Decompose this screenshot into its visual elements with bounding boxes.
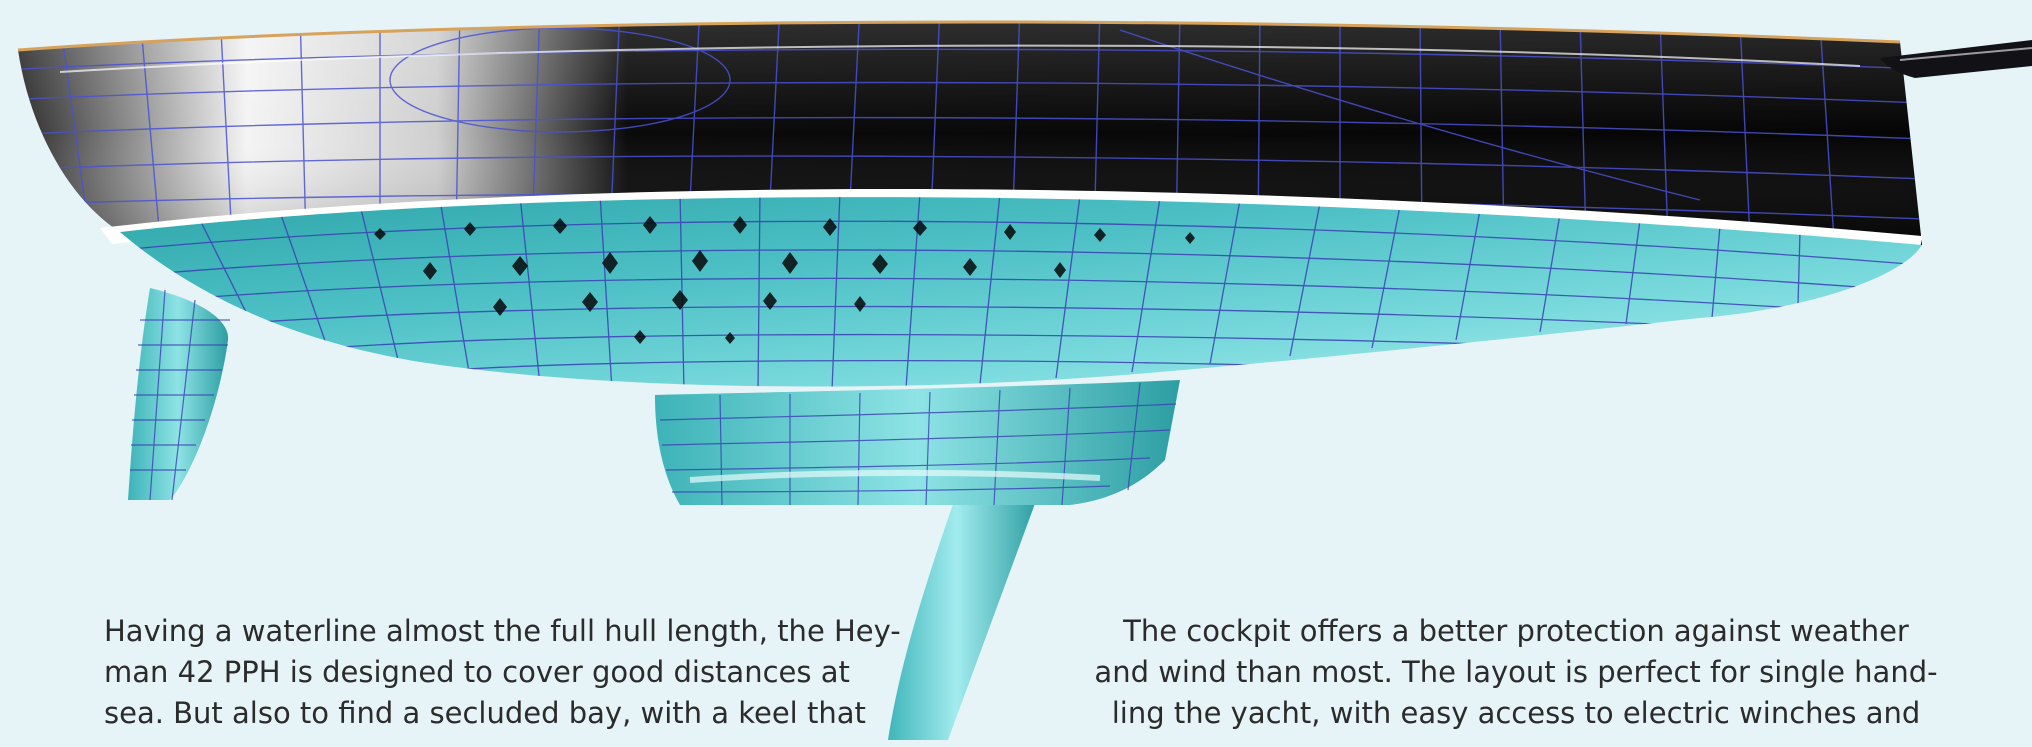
caption-left-line-3: sea. But also to find a secluded bay, wi…	[104, 696, 866, 730]
caption-left-paragraph: Having a waterline almost the full hull …	[104, 611, 901, 734]
caption-right-line-1: The cockpit offers a better protection a…	[1123, 614, 1909, 648]
rudder	[128, 288, 230, 501]
hull-topsides	[17, 20, 1922, 246]
keel-strut	[888, 490, 1040, 740]
caption-right-line-2: and wind than most. The layout is perfec…	[1094, 655, 1938, 689]
caption-right-line-3: ling the yacht, with easy access to elec…	[1111, 696, 1921, 730]
bowsprit	[1880, 40, 2032, 78]
hull-underbody	[120, 197, 1922, 387]
caption-right-paragraph: The cockpit offers a better protection a…	[1076, 611, 1956, 734]
keel-fin	[655, 380, 1180, 506]
caption-left-line-1: Having a waterline almost the full hull …	[104, 614, 901, 648]
caption-left-line-2: man 42 PPH is designed to cover good dis…	[104, 655, 850, 689]
